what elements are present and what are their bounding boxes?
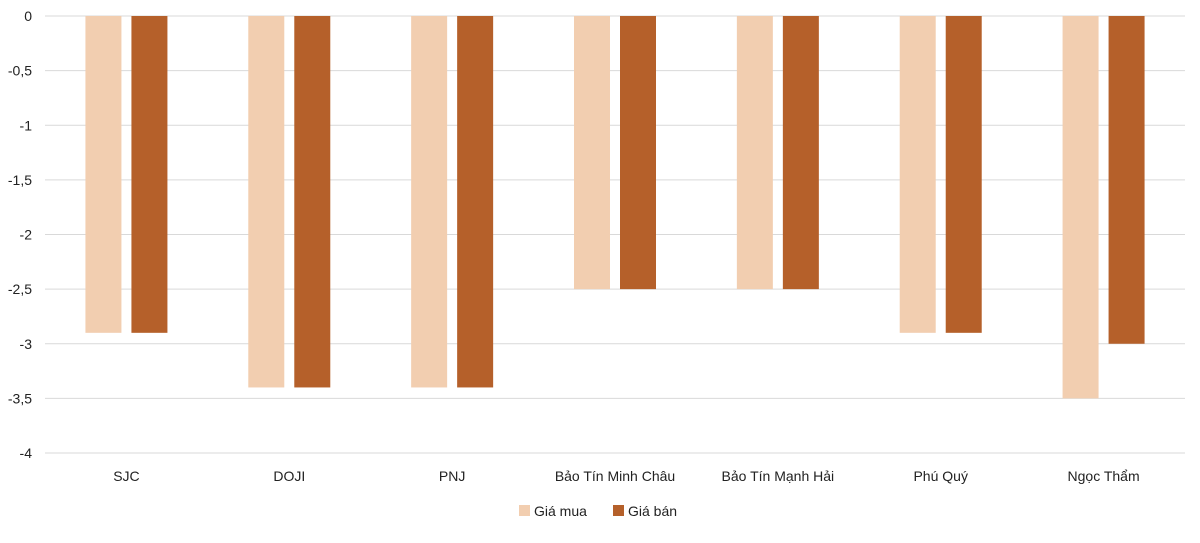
y-tick-label: -3,5 (8, 390, 32, 406)
bar-gia-ban (457, 16, 494, 388)
legend-label: Giá mua (534, 503, 587, 519)
x-tick-label: Ngọc Thẩm (1068, 468, 1140, 484)
y-tick-label: -1 (20, 117, 33, 133)
bar-gia-ban (620, 16, 656, 290)
x-tick-label: SJC (113, 468, 139, 484)
y-tick-label: -0,5 (8, 63, 32, 79)
legend-swatch (519, 505, 530, 516)
bar-gia-mua (899, 16, 936, 333)
y-tick-label: -1,5 (8, 172, 32, 188)
bar-gia-mua (248, 16, 285, 388)
y-tick-label: -4 (20, 445, 33, 461)
x-tick-label: DOJI (273, 468, 305, 484)
bar-gia-mua (1062, 16, 1099, 399)
bar-gia-mua (574, 16, 610, 290)
x-tick-label: Bảo Tín Minh Châu (555, 468, 675, 484)
bar-gia-ban (131, 16, 168, 333)
bar-gia-ban (294, 16, 331, 388)
bar-gia-mua (736, 16, 773, 290)
bar-gia-ban (945, 16, 982, 333)
x-tick-label: Phú Quý (913, 468, 967, 484)
bar-gia-ban (1108, 16, 1145, 344)
y-tick-label: 0 (24, 8, 32, 24)
y-tick-label: -3 (20, 336, 33, 352)
bar-gia-mua (411, 16, 448, 388)
legend-label: Giá bán (628, 503, 677, 519)
y-tick-label: -2 (20, 227, 33, 243)
legend-swatch (613, 505, 624, 516)
bar-gia-ban (782, 16, 819, 290)
x-tick-label: Bảo Tín Mạnh Hải (722, 468, 835, 484)
bar-gia-mua (85, 16, 122, 333)
y-tick-label: -2,5 (8, 281, 32, 297)
x-tick-label: PNJ (439, 468, 465, 484)
